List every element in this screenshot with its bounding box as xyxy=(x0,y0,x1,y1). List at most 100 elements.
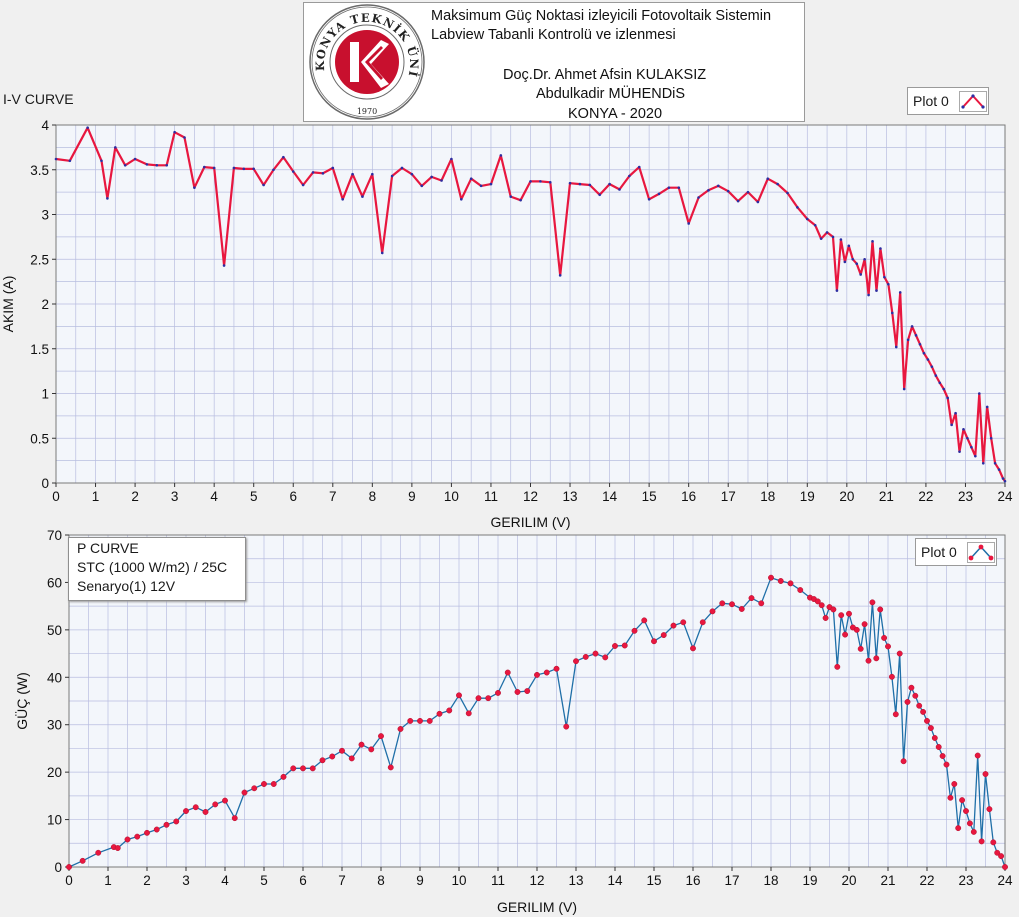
header-place-year: KONYA - 2020 xyxy=(568,106,663,122)
iv-data-point xyxy=(331,166,335,170)
iv-data-point xyxy=(173,130,176,134)
p-data-point xyxy=(79,857,86,864)
iv-data-point xyxy=(871,240,874,243)
iv-data-point xyxy=(667,186,671,189)
iv-x-tick-label: 12 xyxy=(523,489,538,504)
iv-data-point xyxy=(598,193,601,197)
iv-data-point xyxy=(926,358,930,361)
p-y-tick-label: 10 xyxy=(47,813,62,828)
iv-data-point xyxy=(647,197,651,201)
p-data-point xyxy=(124,836,131,843)
iv-x-tick-label: 21 xyxy=(879,489,894,504)
iv-data-point xyxy=(380,251,384,255)
iv-data-point xyxy=(430,175,433,179)
p-data-point xyxy=(982,771,989,777)
p-x-tick-label: 8 xyxy=(377,873,385,888)
p-legend[interactable]: Plot 0 xyxy=(915,538,997,566)
p-data-point xyxy=(407,717,414,724)
iv-data-point xyxy=(906,338,910,342)
p-data-point xyxy=(134,833,141,840)
p-data-point xyxy=(943,761,950,768)
p-data-point xyxy=(456,692,462,699)
iv-x-tick-label: 17 xyxy=(721,489,736,504)
p-x-tick-label: 6 xyxy=(299,873,307,888)
iv-data-point xyxy=(970,445,973,449)
iv-data-point xyxy=(974,454,977,458)
iv-data-point xyxy=(133,157,137,161)
iv-data-point xyxy=(252,167,256,171)
iv-data-point xyxy=(165,163,169,167)
iv-data-point xyxy=(499,154,503,157)
p-data-point xyxy=(920,708,927,715)
iv-x-tick-label: 3 xyxy=(171,489,179,504)
iv-data-point xyxy=(855,262,859,266)
p-data-point xyxy=(818,602,825,609)
iv-series-points xyxy=(54,126,1007,483)
iv-data-point xyxy=(390,174,394,178)
p-data-point xyxy=(553,665,560,672)
iv-y-tick-label: 3 xyxy=(41,208,49,223)
p-x-tick-label: 20 xyxy=(841,873,856,888)
iv-data-point xyxy=(519,198,522,202)
iv-data-point xyxy=(86,126,89,129)
p-data-point xyxy=(892,711,899,718)
p-data-point xyxy=(888,673,895,680)
iv-data-point xyxy=(930,365,934,368)
iv-data-point xyxy=(440,179,443,182)
iv-data-point xyxy=(361,195,364,198)
p-x-tick-label: 21 xyxy=(880,873,895,888)
iv-legend[interactable]: Plot 0 xyxy=(907,87,989,115)
p-data-point xyxy=(1002,864,1008,870)
p-chart-title: P CURVE xyxy=(77,540,139,556)
p-data-point xyxy=(947,794,954,801)
p-data-point xyxy=(495,689,501,696)
p-data-point xyxy=(163,821,170,828)
p-data-point xyxy=(885,643,891,650)
iv-x-tick-label: 8 xyxy=(369,489,377,504)
p-data-point xyxy=(524,688,531,694)
p-x-tick-label: 11 xyxy=(491,873,505,888)
p-data-point xyxy=(612,643,618,649)
iv-y-tick-label: 1.5 xyxy=(30,342,49,357)
iv-data-point xyxy=(736,199,740,203)
iv-x-tick-label: 18 xyxy=(760,489,775,504)
p-x-tick-label: 4 xyxy=(221,873,229,888)
iv-data-point xyxy=(301,183,305,187)
iv-data-point xyxy=(460,197,463,201)
p-data-point xyxy=(485,695,492,702)
p-y-tick-label: 40 xyxy=(47,670,62,685)
p-data-point xyxy=(699,619,706,626)
p-data-point xyxy=(955,825,962,832)
p-data-point xyxy=(534,671,540,678)
p-data-point xyxy=(869,599,876,606)
p-data-point xyxy=(719,600,726,607)
p-data-point xyxy=(912,692,919,699)
p-data-point xyxy=(738,606,745,612)
iv-data-point xyxy=(637,165,641,169)
iv-data-point xyxy=(311,171,315,174)
p-data-point xyxy=(990,839,997,846)
iv-data-point xyxy=(68,159,72,163)
iv-data-point xyxy=(726,189,730,193)
iv-y-tick-label: 0.5 xyxy=(30,431,49,446)
iv-data-point xyxy=(934,374,938,377)
p-data-point xyxy=(514,689,521,695)
iv-data-point xyxy=(819,237,823,240)
p-y-tick-label: 30 xyxy=(47,718,62,733)
iv-data-point xyxy=(588,183,592,187)
p-data-point xyxy=(881,634,888,641)
iv-x-tick-label: 2 xyxy=(131,489,139,504)
p-data-point xyxy=(935,744,942,750)
iv-data-point xyxy=(242,167,246,171)
iv-data-point xyxy=(371,172,374,176)
p-x-tick-label: 3 xyxy=(182,873,190,888)
iv-data-point xyxy=(479,184,483,188)
p-data-point xyxy=(660,632,667,639)
p-data-point xyxy=(651,638,657,645)
p-data-point xyxy=(900,758,907,765)
iv-data-point xyxy=(272,168,275,172)
p-data-point xyxy=(959,797,966,804)
p-data-point xyxy=(931,735,938,741)
p-series-points xyxy=(66,574,1008,870)
p-x-tick-label: 1 xyxy=(104,873,112,888)
